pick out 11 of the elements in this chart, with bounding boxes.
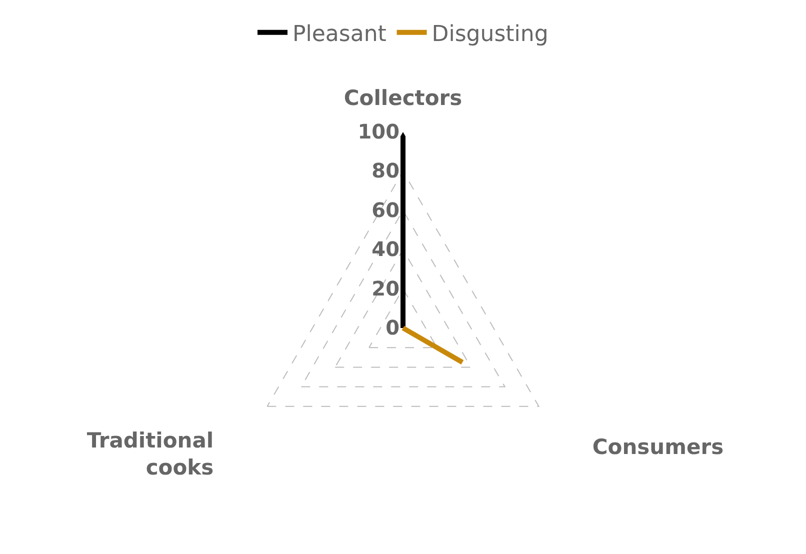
y-tick-label: 40 (372, 237, 400, 262)
y-tick-label: 100 (358, 120, 400, 144)
legend-label: Pleasant (292, 22, 387, 47)
y-tick-label: 80 (372, 158, 400, 183)
spoke-label: Collectors (344, 86, 462, 110)
spoke-label: Consumers (592, 435, 724, 460)
y-tick-label: 0 (386, 316, 400, 340)
y-tick-label: 60 (372, 198, 400, 222)
spoke-label: Traditional cooks (86, 428, 214, 480)
y-tick-label: 20 (372, 276, 400, 300)
legend-label: Disgusting (432, 22, 548, 47)
